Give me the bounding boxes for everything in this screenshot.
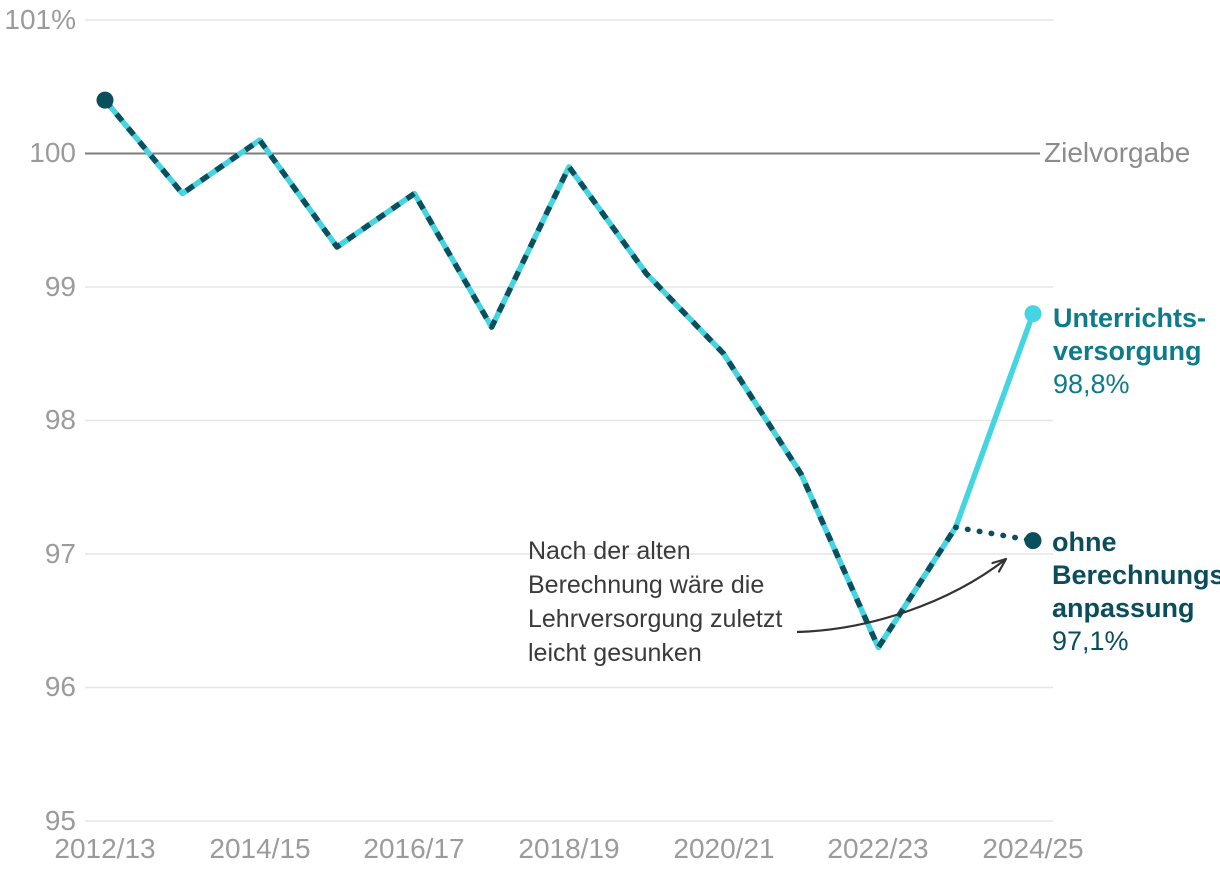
series-label-line: Berechnungs- xyxy=(1052,560,1220,590)
y-axis-tick-label: 95 xyxy=(44,805,76,836)
x-axis-tick-label: 2022/23 xyxy=(827,833,929,864)
y-axis-tick-label: 101% xyxy=(4,4,76,35)
y-axis-tick-label: 96 xyxy=(44,671,76,702)
series-label-line: anpassung xyxy=(1052,593,1195,623)
x-axis-tick-label: 2018/19 xyxy=(518,833,620,864)
annotation-line: Lehrversorgung zuletzt xyxy=(528,605,783,633)
y-axis-tick-label: 100 xyxy=(29,137,76,168)
y-axis-tick-label: 99 xyxy=(44,271,76,302)
y-axis-tick-label: 97 xyxy=(44,538,76,569)
annotation-line: Berechnung wäre die xyxy=(528,571,765,599)
series-label-ohne-berechnungsanpassung: ohne Berechnungs- anpassung 97,1% xyxy=(1052,526,1220,658)
series-label-line: ohne xyxy=(1052,527,1117,557)
x-axis-tick-label: 2024/25 xyxy=(982,833,1084,864)
series-label-unterrichtsversorgung: Unterrichts- versorgung 98,8% xyxy=(1053,302,1206,401)
target-line-label: Zielvorgabe xyxy=(1044,137,1191,168)
y-axis-tick-label: 98 xyxy=(44,404,76,435)
x-axis-tick-label: 2012/13 xyxy=(54,833,156,864)
annotation-line: leicht gesunken xyxy=(528,639,702,667)
x-axis-tick-label: 2014/15 xyxy=(209,833,311,864)
x-axis-tick-label: 2020/21 xyxy=(673,833,775,864)
series-label-line: Unterrichts- xyxy=(1053,303,1207,333)
series-label-line: versorgung xyxy=(1053,336,1202,366)
series-value: 98,8% xyxy=(1053,369,1130,399)
annotation-line: Nach der alten xyxy=(528,537,691,565)
series-value: 97,1% xyxy=(1052,626,1129,656)
x-axis-tick-label: 2016/17 xyxy=(363,833,465,864)
annotation-text: Nach der alten Berechnung wäre die Lehrv… xyxy=(528,534,782,670)
